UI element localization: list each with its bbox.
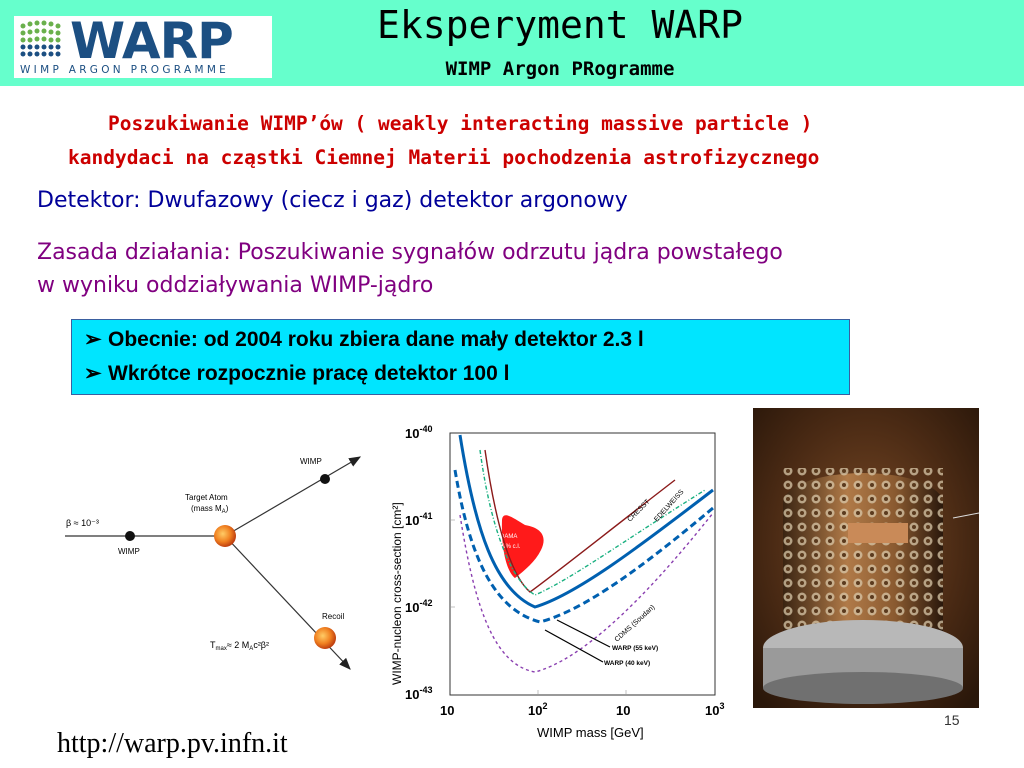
recoil-label: Recoil (322, 612, 344, 621)
warp-55-curve (458, 434, 714, 609)
principle-line-1: Zasada działania: Poszukiwanie sygnałów … (37, 240, 783, 265)
ytick-label: 10-40 (405, 424, 432, 441)
tmax-label: Tmax≈ 2 MAc²β² (210, 640, 269, 652)
logo-tagline: WIMP ARGON PROGRAMME (20, 64, 230, 76)
incoming-wimp-dot (125, 531, 135, 541)
detector-text: Detektor: Dwufazowy (ciecz i gaz) detekt… (37, 188, 628, 213)
wimp-in-label: WIMP (118, 547, 140, 556)
arrow-bullet-icon: ➢ (84, 362, 102, 385)
outgoing-wimp-dot (320, 474, 330, 484)
xtick-label: 102 (528, 701, 547, 718)
dama-region (501, 515, 544, 578)
warp-40-label: WARP (40 keV) (604, 660, 650, 667)
xtick-label: 10 (616, 703, 630, 718)
target-mass-label: (mass MA) (191, 504, 229, 515)
dama-cl-label: 99% c.l. (499, 544, 521, 550)
warp-logo: WARP WIMP ARGON PROGRAMME (14, 12, 272, 78)
bullet-text: Obecnie: od 2004 roku zbiera dane mały d… (108, 328, 644, 351)
warp-55-pointer (556, 619, 611, 648)
status-box: ➢ Obecnie: od 2004 roku zbiera dane mały … (71, 319, 850, 395)
bullet-item: ➢ Wkrótce rozpocznie pracę detektor 100 l (84, 361, 509, 386)
warp-55-label: WARP (55 keV) (612, 645, 658, 652)
arrow-bullet-icon: ➢ (84, 328, 102, 351)
logo-wordmark: WARP (70, 12, 234, 70)
principle-line-2: w wyniku oddziaływania WIMP-jądro (37, 273, 434, 298)
beta-label: β ≈ 10⁻³ (66, 518, 99, 528)
dama-label: DAMA (500, 534, 517, 540)
plot-frame (449, 432, 716, 696)
page-number: 15 (944, 712, 960, 728)
detector-photo (753, 408, 979, 708)
intro-line-1: Poszukiwanie WIMP’ów ( weakly interactin… (108, 112, 813, 135)
outgoing-wimp-track (224, 456, 362, 537)
intro-line-2: kandydaci na cząstki Ciemnej Materii poc… (68, 146, 820, 169)
xtick-label: 103 (705, 701, 724, 718)
cresst-curve (484, 449, 676, 593)
ytick-label: 10-41 (405, 511, 432, 528)
page-subtitle: WIMP Argon PRogramme (445, 58, 675, 80)
footer-url[interactable]: http://warp.pv.infn.it (57, 728, 288, 759)
scattering-diagram: β ≈ 10⁻³ WIMP Target Atom (mass MA) WIMP… (65, 456, 362, 670)
exclusion-plot: 10-40 10-41 10-42 10-43 10 102 10 103 WI… (385, 410, 735, 745)
xtick-label: 10 (440, 703, 454, 718)
logo-dots-icon (20, 20, 61, 57)
ytick-label: 10-43 (405, 685, 432, 702)
ytick-label: 10-42 (405, 598, 432, 615)
bullet-text: Wkrótce rozpocznie pracę detektor 100 l (108, 362, 510, 385)
target-label: Target Atom (185, 493, 228, 502)
y-axis-label: WIMP-nucleon cross-section [cm²] (390, 502, 404, 685)
recoil-atom-dot (314, 627, 336, 649)
warp-40-pointer (544, 629, 604, 663)
target-atom-dot (214, 525, 236, 547)
x-axis-label: WIMP mass [GeV] (537, 725, 644, 740)
bullet-item: ➢ Obecnie: od 2004 roku zbiera dane mały … (84, 327, 644, 352)
wimp-out-label: WIMP (300, 457, 322, 466)
cdms-curve (459, 512, 714, 673)
page-title: Eksperyment WARP (376, 3, 744, 47)
header-banner: WARP WIMP ARGON PROGRAMME Eksperyment WA… (0, 0, 1024, 86)
